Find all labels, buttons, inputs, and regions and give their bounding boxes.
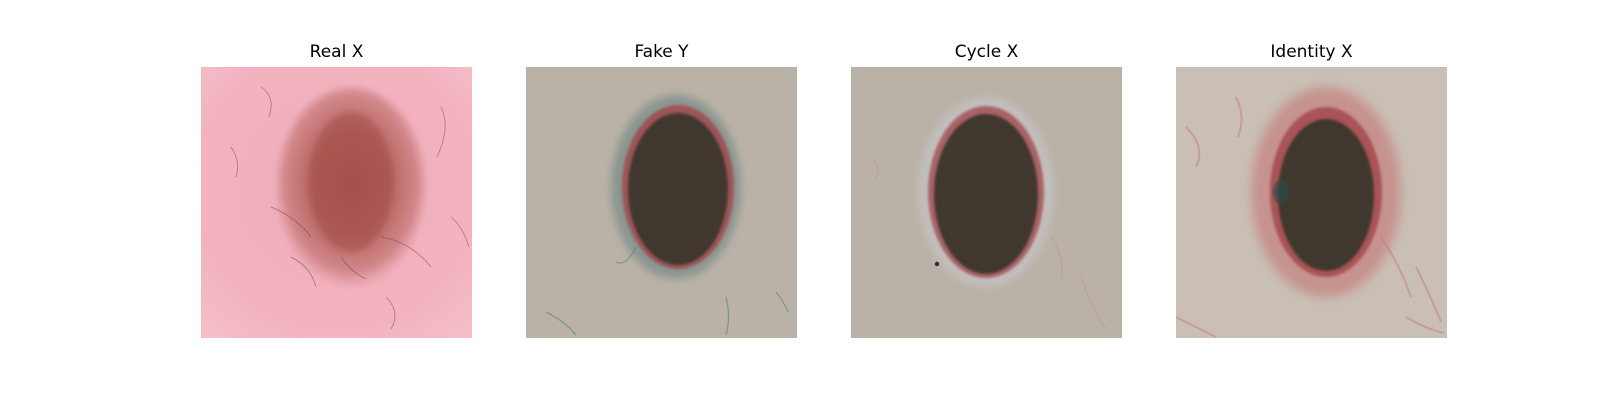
panel-cycle-x: Cycle X <box>851 0 1122 400</box>
panel-title: Identity X <box>1270 42 1353 62</box>
panel-title: Cycle X <box>954 42 1019 62</box>
panel-identity-x: Identity X <box>1176 0 1447 400</box>
fake-lesion-image <box>526 67 797 338</box>
panel-real-x: Real X <box>201 0 472 400</box>
identity-lesion-image <box>1176 67 1447 338</box>
panel-fake-y: Fake Y <box>526 0 797 400</box>
panel-title: Real X <box>309 42 364 62</box>
panel-title: Fake Y <box>634 42 689 62</box>
real-skin-lesion-image <box>201 67 472 338</box>
cycle-lesion-image <box>851 67 1122 338</box>
